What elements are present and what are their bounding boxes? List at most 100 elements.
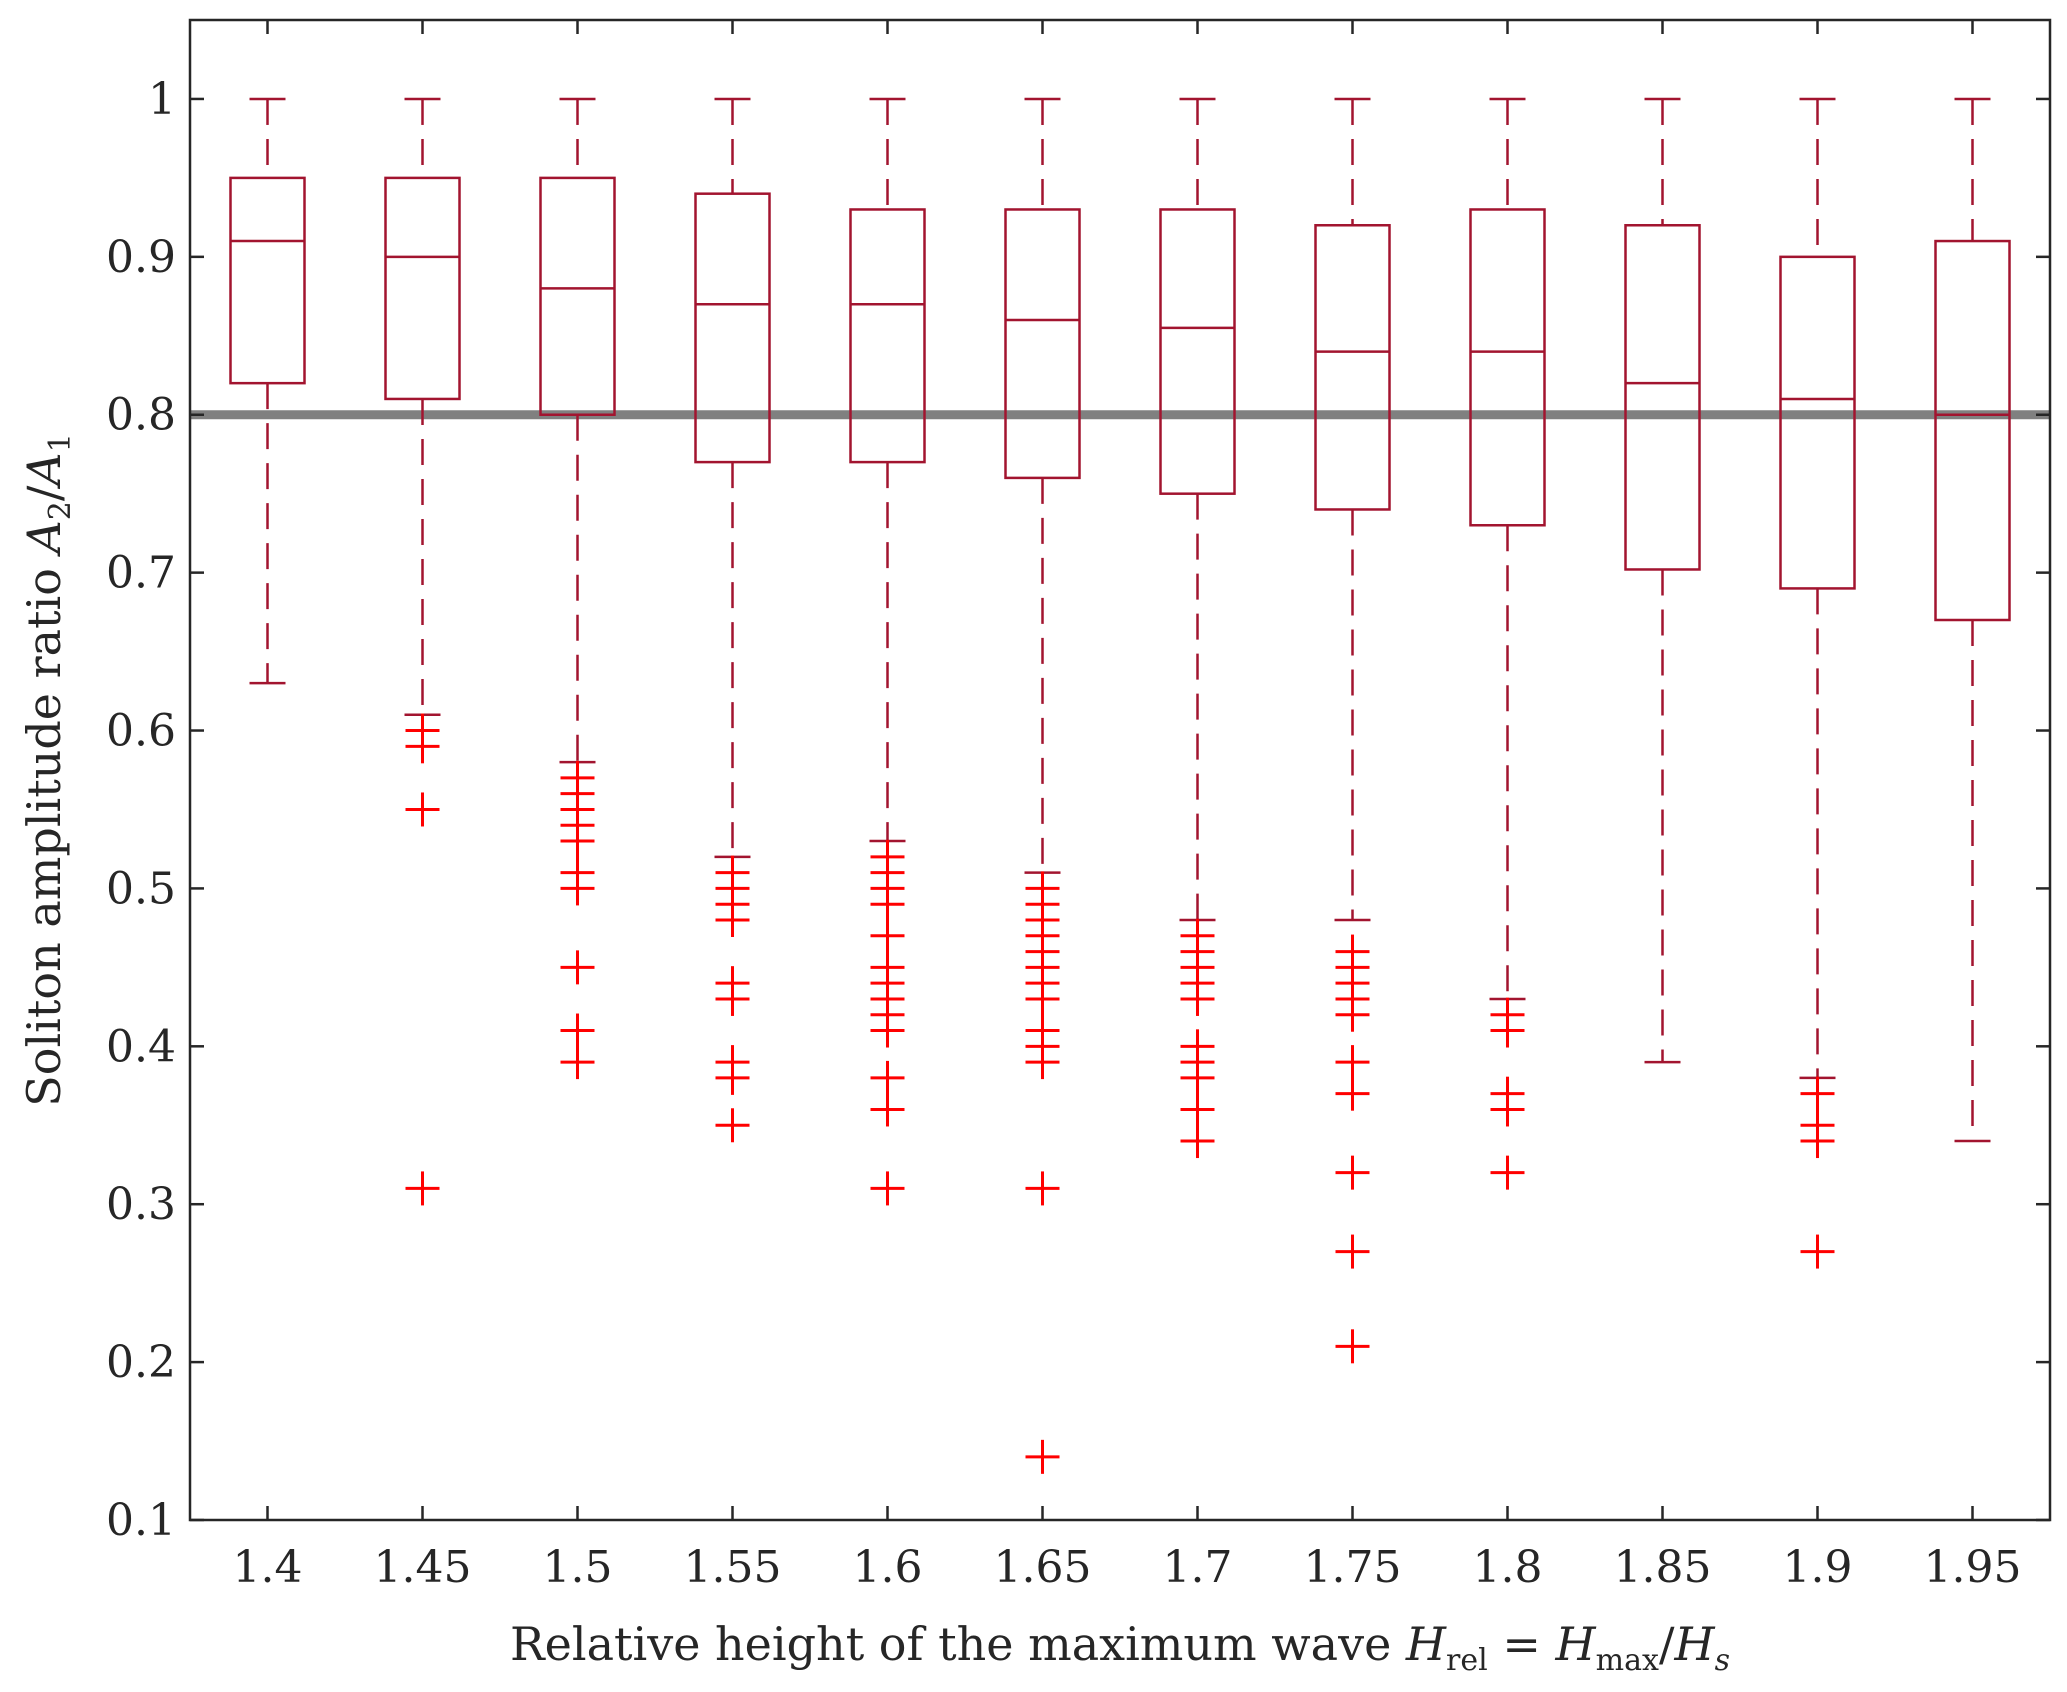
outlier-marker [1335,1076,1370,1111]
y-tick-label: 0.8 [106,390,176,441]
box-iqr [694,192,771,464]
x-axis-label-var3: H [1673,1617,1715,1671]
outlier-marker [870,1171,905,1206]
y-tick-label: 0.9 [106,232,176,283]
y-tick-label: 0.3 [106,1179,176,1230]
y-axis-label-var1: A [17,520,71,557]
outlier-marker [1800,1124,1835,1159]
y-tick-label: 0.6 [106,706,176,757]
outlier-marker [1025,1439,1060,1474]
outlier-marker [1335,1045,1370,1080]
x-axis-label-eq: = [1488,1617,1556,1671]
box-iqr [849,208,926,464]
y-axis-label-sub2: 1 [43,433,78,452]
x-tick-label: 1.5 [543,1542,613,1593]
outlier-marker [870,1013,905,1048]
outlier-marker [870,918,905,953]
box-iqr [229,176,306,385]
box-iqr [1779,255,1856,590]
box-group-1.65 [1004,97,1081,874]
x-tick-label: 1.85 [1614,1542,1712,1593]
outlier-marker [715,1108,750,1143]
box-group-1.7 [1159,97,1236,922]
outlier-marker [1335,1329,1370,1364]
x-tick-label: 1.8 [1473,1542,1543,1593]
x-tick-label: 1.55 [684,1542,782,1593]
x-axis-label-var1: H [1405,1617,1447,1671]
box-group-1.85 [1624,97,1701,1064]
outlier-marker [560,950,595,985]
box-iqr [1314,224,1391,511]
outlier-marker [1800,1234,1835,1269]
y-axis-label-text: Soliton amplitude ratio [17,553,71,1106]
x-axis-label-sub1: rel [1446,1643,1488,1678]
box-iqr [1934,239,2011,622]
outlier-marker [405,1171,440,1206]
box-group-1.6 [849,97,926,843]
box-iqr [1624,224,1701,571]
outlier-marker [560,1013,595,1048]
outlier-marker [1180,1092,1215,1127]
x-tick-label: 1.65 [994,1542,1092,1593]
outlier-marker [1490,1155,1525,1190]
box-group-1.8 [1469,97,1546,1001]
y-tick-label: 0.2 [106,1337,176,1388]
outlier-marker [405,729,440,764]
outlier-marker [560,1045,595,1080]
outlier-marker [1025,981,1060,1016]
y-axis-label-var2: A [17,452,71,489]
outlier-marker [1180,1124,1215,1159]
outlier-marker [1025,1045,1060,1080]
tick-layer: 0.1 0.2 0.3 0.4 0.5 0.6 0.7 0.8 0.9 1 1.4 1.45 1.5 1.… [106,20,2050,1593]
x-tick-label: 1.75 [1304,1542,1402,1593]
outlier-marker [1025,1171,1060,1206]
y-tick-label: 0.7 [106,548,176,599]
outlier-marker [715,981,750,1016]
y-axis-label: Soliton amplitude ratio A2/A1 [17,433,78,1106]
x-axis-label: Relative height of the maximum wave Hrel… [510,1617,1730,1678]
outlier-marker [405,792,440,827]
box-iqr [1004,208,1081,480]
y-axis-label-sub1: 2 [43,501,78,520]
x-tick-label: 1.45 [374,1542,472,1593]
y-tick-label: 0.5 [106,863,176,914]
box-group-1.4 [229,97,306,685]
outlier-marker [560,824,595,859]
outlier-marker [1800,1076,1835,1111]
box-group-1.5 [539,97,616,764]
outlier-marker [1335,997,1370,1032]
y-tick-label: 1 [148,74,176,125]
y-tick-label: 0.4 [106,1021,176,1072]
box-iqr [539,176,616,416]
x-axis-label-sub3: s [1715,1643,1730,1678]
outlier-marker [870,887,905,922]
x-tick-label: 1.9 [1783,1542,1853,1593]
outlier-marker [1180,1060,1215,1095]
outlier-marker [560,871,595,906]
x-axis-label-sub2: max [1596,1643,1659,1678]
outlier-marker [715,1060,750,1095]
outlier-marker [1180,981,1215,1016]
box-iqr [1159,208,1236,495]
x-axis-label-var2: H [1555,1617,1597,1671]
outlier-marker [870,1092,905,1127]
x-tick-label: 1.7 [1163,1542,1233,1593]
box-iqr [384,176,461,401]
outlier-marker [1335,1155,1370,1190]
x-tick-label: 1.95 [1924,1542,2022,1593]
x-tick-label: 1.6 [853,1542,923,1593]
outlier-marker [1490,1092,1525,1127]
outlier-marker [715,903,750,937]
box-group-1.95 [1934,97,2011,1143]
x-tick-label: 1.4 [233,1542,303,1593]
box-group-1.75 [1314,97,1391,922]
outlier-layer [405,713,1835,1474]
x-axis-label-slash: / [1659,1617,1675,1671]
plot-frame [188,18,2052,1522]
outlier-marker [1335,1234,1370,1269]
outlier-marker [1490,1013,1525,1048]
box-group-1.55 [694,97,771,859]
y-tick-label: 0.1 [106,1495,176,1546]
box-iqr [1469,208,1546,527]
